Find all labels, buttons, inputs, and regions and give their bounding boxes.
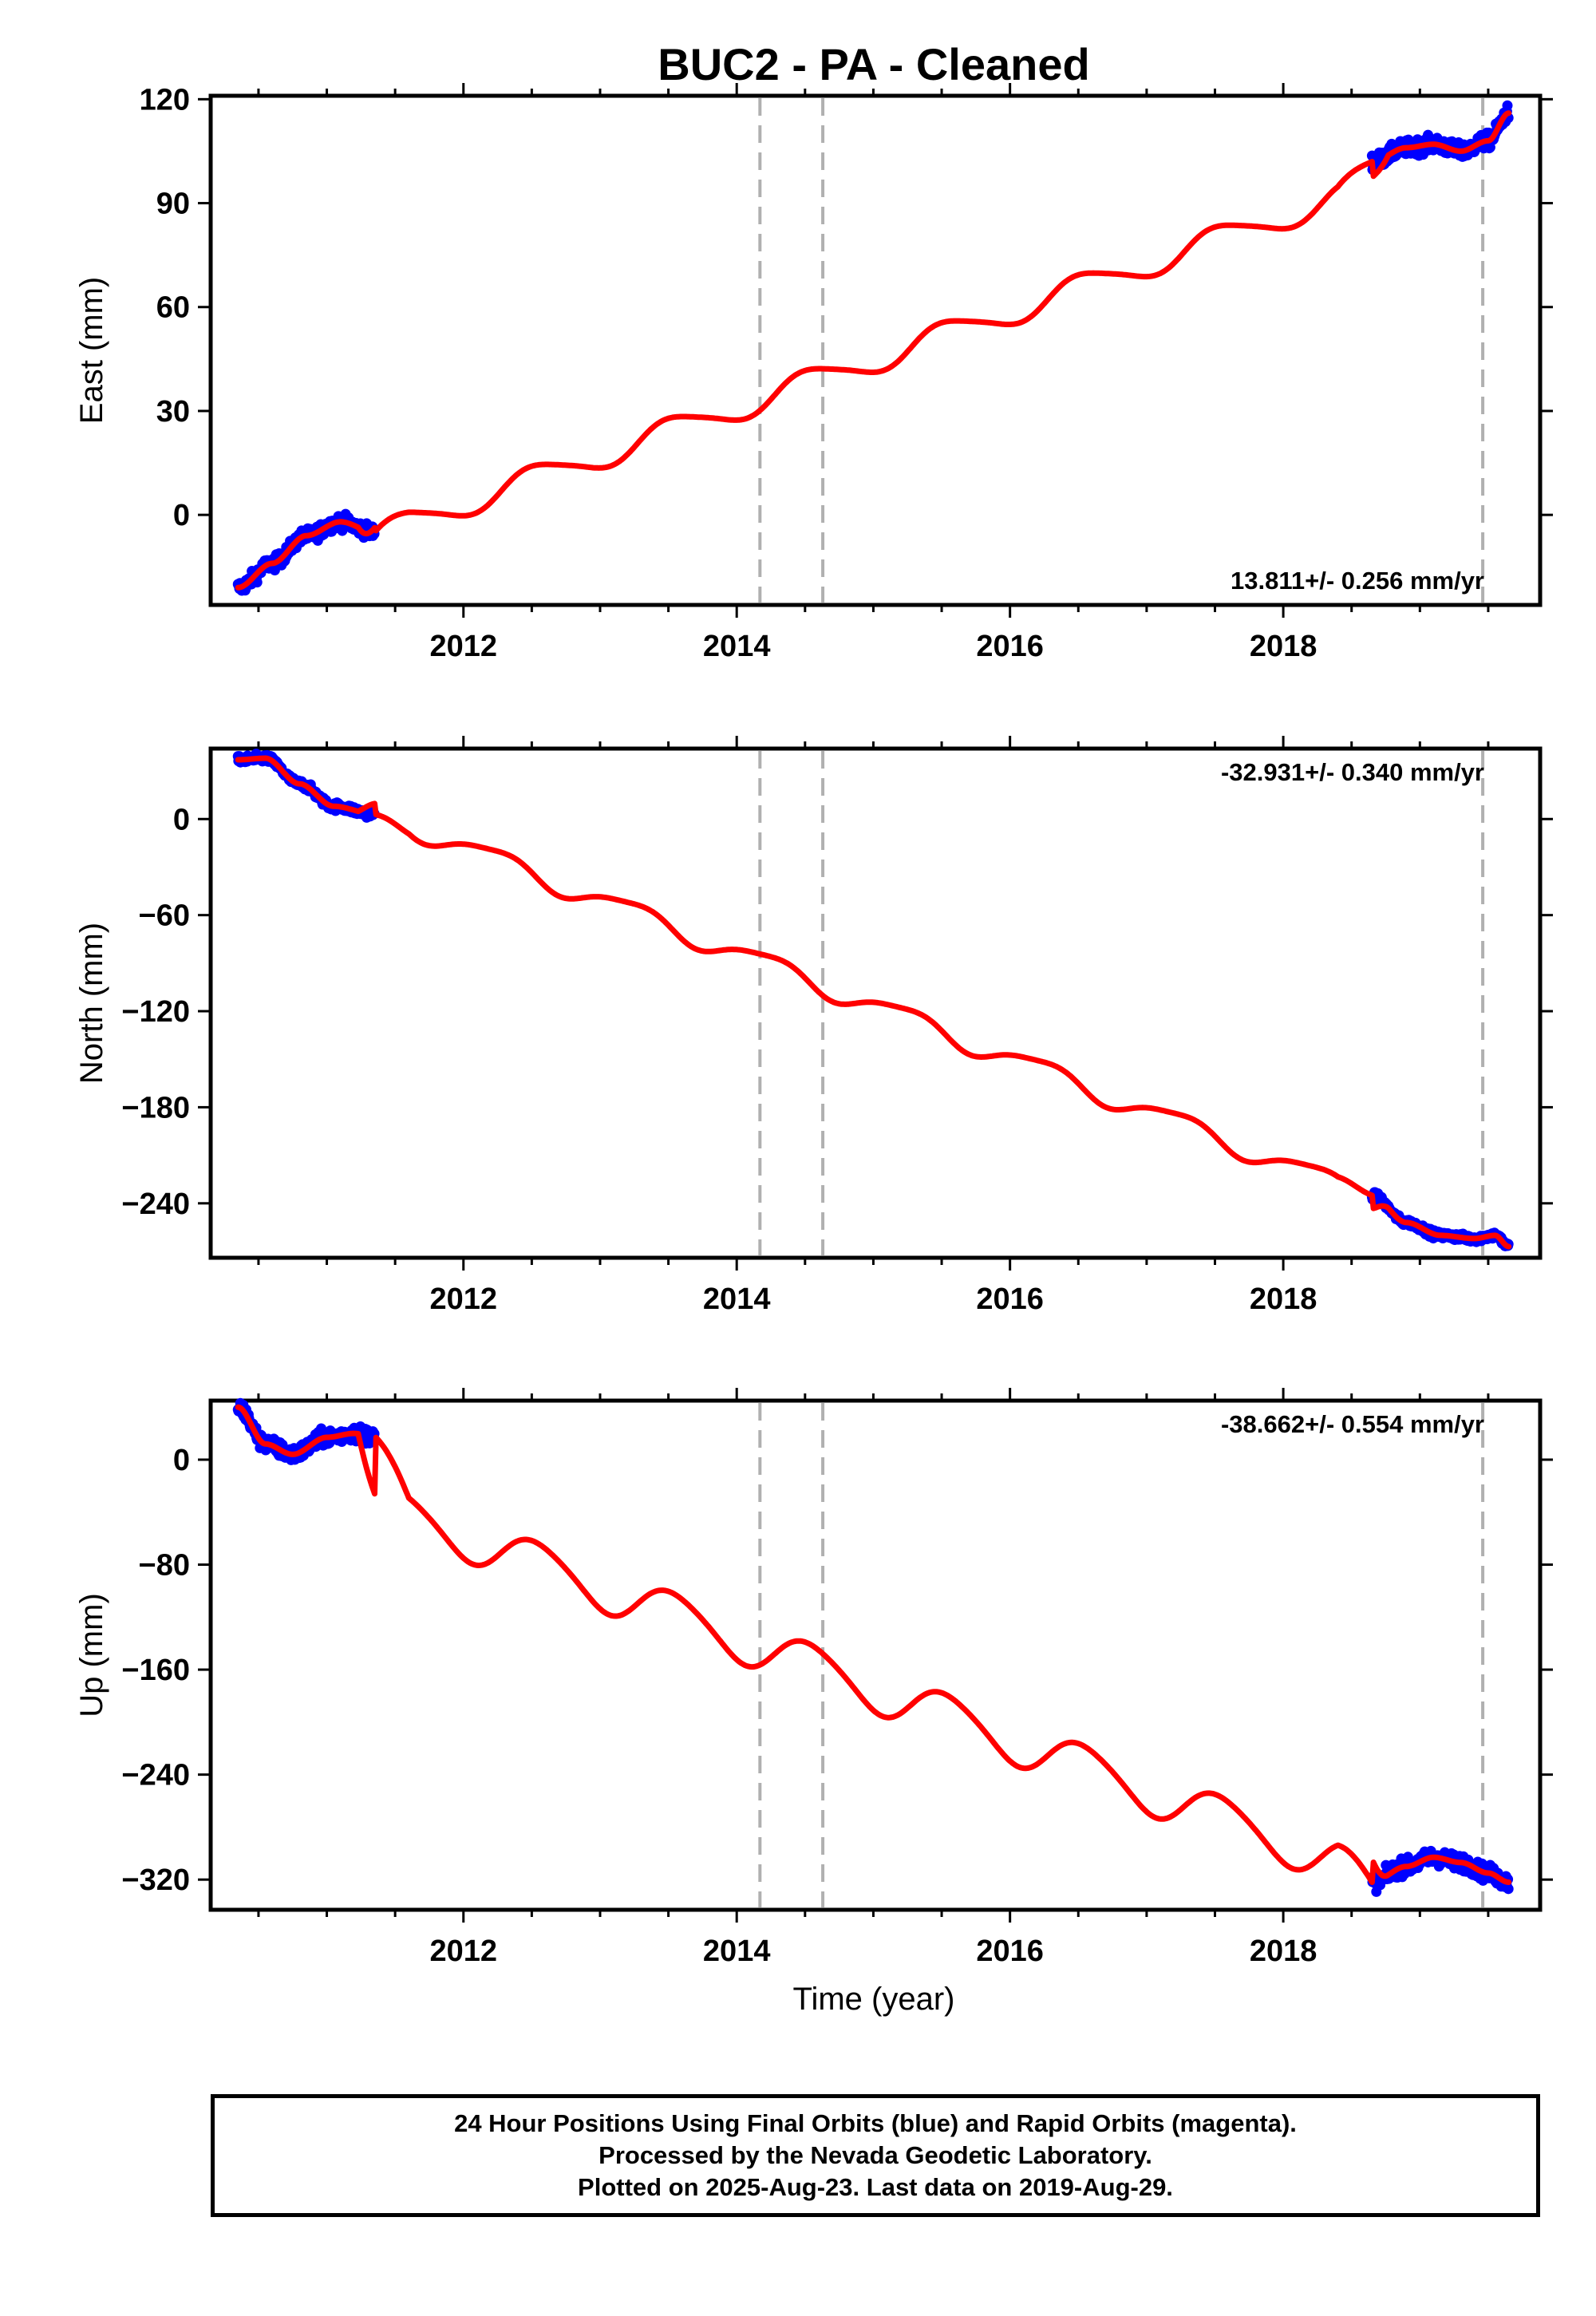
up-x-tick-label: 2014 (703, 1935, 771, 1968)
north-y-tick-label: 0 (173, 803, 190, 836)
north-x-tick-label: 2018 (1250, 1282, 1317, 1316)
north-x-tick-label: 2012 (429, 1282, 497, 1316)
up-y-tick-label: 0 (173, 1444, 190, 1477)
up-rate-label: -38.662+/- 0.554 mm/yr (1221, 1410, 1484, 1438)
up-y-axis-label: Up (mm) (74, 1593, 109, 1717)
footer-line-1: 24 Hour Positions Using Final Orbits (bl… (454, 2109, 1297, 2137)
east-y-tick-label: 60 (156, 291, 190, 325)
east-model-line (235, 110, 1512, 591)
panel-north: 2012 2014 2016 2018 0 −60 −120 −180 −240 North (m… (74, 736, 1553, 1316)
east-x-tick-label: 2018 (1250, 630, 1317, 663)
x-axis-label: Time (year) (793, 1982, 955, 2017)
east-y-tick-label: 30 (156, 395, 190, 429)
footer-note: 24 Hour Positions Using Final Orbits (bl… (211, 2094, 1540, 2217)
north-y-axis-label: North (mm) (74, 923, 109, 1084)
east-x-tick-label: 2016 (976, 630, 1044, 663)
footer-line-3: Plotted on 2025-Aug-23. Last data on 201… (578, 2173, 1173, 2201)
north-x-tick-label: 2014 (703, 1282, 771, 1316)
east-data-point (1502, 100, 1513, 111)
north-rate-label: -32.931+/- 0.340 mm/yr (1221, 758, 1484, 786)
up-data-point (1503, 1883, 1514, 1895)
east-y-axis-label: East (mm) (74, 277, 109, 424)
up-x-tick-label: 2018 (1250, 1935, 1317, 1968)
east-rate-label: 13.811+/- 0.256 mm/yr (1231, 567, 1484, 595)
up-x-tick-label: 2012 (429, 1935, 497, 1968)
north-model-line (235, 755, 1512, 1250)
north-x-tick-label: 2016 (976, 1282, 1044, 1316)
footer-line-2: Processed by the Nevada Geodetic Laborat… (598, 2141, 1152, 2169)
east-y-tick-label: 120 (140, 83, 190, 117)
up-y-tick-label: −240 (121, 1759, 190, 1792)
panel-up: 2012 2014 2016 2018 0 −80 −160 −240 −320 Up (mm) -… (74, 1388, 1553, 1968)
up-plot-frame (208, 1398, 1543, 1912)
figure-title: BUC2 - PA - Cleaned (658, 39, 1089, 89)
up-x-tick-label: 2016 (976, 1935, 1044, 1968)
up-y-tick-label: −320 (121, 1863, 190, 1897)
panel-east: 2012 2014 2016 2018 120 90 60 30 0 East (mm) 13.81… (74, 83, 1553, 663)
east-plot-frame (208, 93, 1543, 607)
north-y-tick-label: −180 (121, 1091, 190, 1124)
north-y-tick-label: −60 (139, 899, 190, 933)
north-y-tick-label: −120 (121, 995, 190, 1029)
panels: 2012 2014 2016 2018 120 90 60 30 0 East (mm) 13.81… (74, 83, 1553, 1968)
up-model-line (235, 1404, 1512, 1885)
east-x-tick-label: 2012 (429, 630, 497, 663)
east-y-tick-label: 90 (156, 188, 190, 221)
east-x-tick-label: 2014 (703, 630, 771, 663)
up-y-tick-label: −160 (121, 1654, 190, 1687)
up-y-tick-label: −80 (139, 1549, 190, 1583)
north-y-tick-label: −240 (121, 1188, 190, 1221)
east-y-tick-label: 0 (173, 499, 190, 532)
